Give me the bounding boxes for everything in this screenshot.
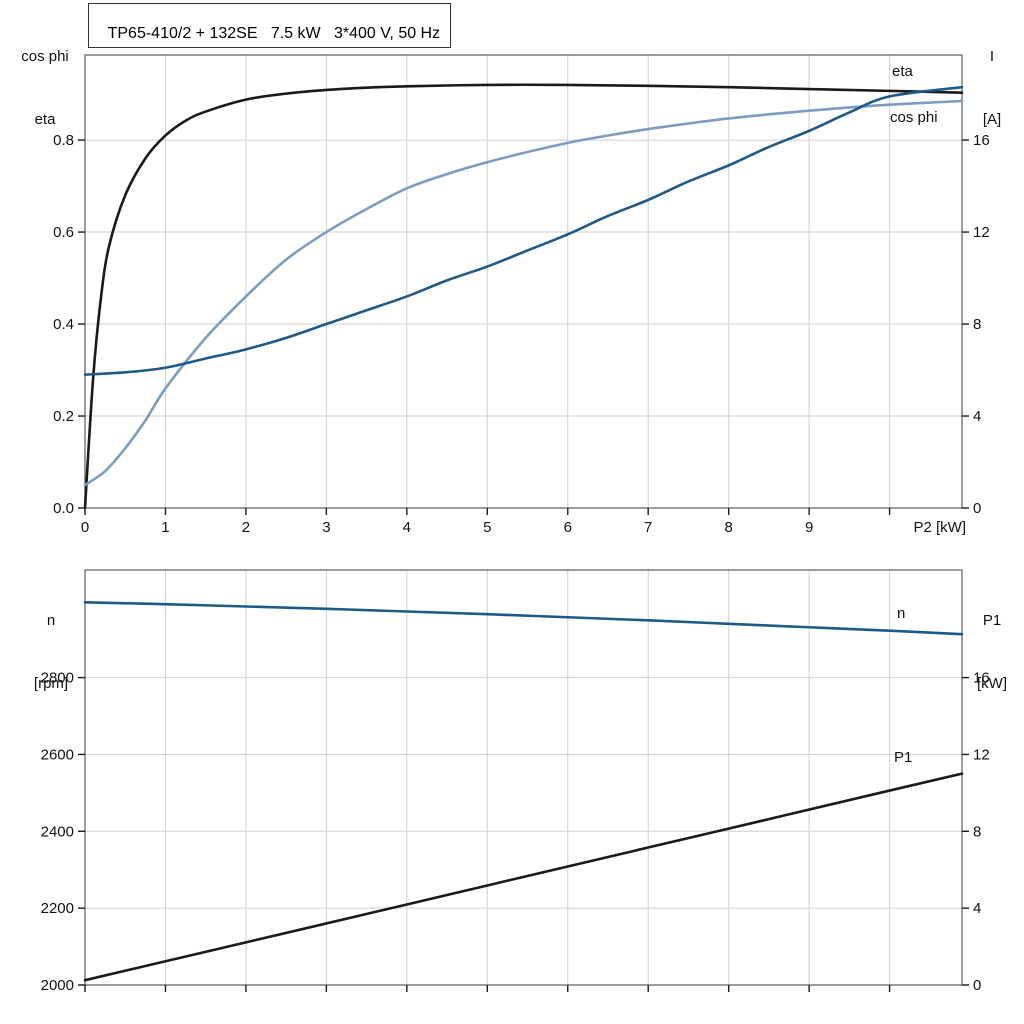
right-tick-label: 8 bbox=[973, 823, 981, 840]
chart-title: TP65-410/2 + 132SE 7.5 kW 3*400 V, 50 Hz bbox=[107, 25, 441, 42]
left-axis-label-speed-unit: [rpm] bbox=[33, 675, 69, 692]
top-right-axis-label: I [A] bbox=[964, 4, 1020, 151]
left-tick-label: 0.0 bbox=[53, 500, 74, 517]
curve-current bbox=[83, 85, 964, 376]
left-tick-label: 0.6 bbox=[53, 224, 74, 241]
right-tick-label: 0 bbox=[973, 500, 981, 517]
x-tick-label: 2 bbox=[242, 519, 250, 536]
right-tick-label: 12 bbox=[973, 746, 990, 763]
plot-frame bbox=[84, 569, 963, 986]
right-axis-label-p1-unit: [kW] bbox=[977, 675, 1007, 692]
n-curve-label: n bbox=[897, 605, 905, 622]
x-tick-label: 0 bbox=[81, 519, 89, 536]
left-axis-label-cos-phi: cos phi bbox=[21, 48, 69, 65]
left-tick-label: 2800 bbox=[41, 670, 74, 687]
bottom-left-axis-label: n [rpm] bbox=[18, 568, 84, 715]
left-tick-label: 2200 bbox=[41, 900, 74, 917]
right-tick-label: 0 bbox=[973, 977, 981, 994]
right-tick-label: 4 bbox=[973, 900, 981, 917]
cos-phi-curve-label: cos phi bbox=[890, 109, 938, 126]
curve-p1-power bbox=[83, 772, 964, 982]
left-axis-label-eta: eta bbox=[34, 111, 56, 128]
x-tick-label: 8 bbox=[724, 519, 732, 536]
curve-eta bbox=[83, 83, 964, 510]
right-axis-label-current: I bbox=[989, 48, 995, 65]
bottom-right-axis-label: P1 [kW] bbox=[964, 568, 1020, 715]
x-tick-label: 1 bbox=[161, 519, 169, 536]
x-tick-label: 4 bbox=[403, 519, 411, 536]
right-tick-label: 12 bbox=[973, 224, 990, 241]
x-axis-label-p2: P2 [kW] bbox=[913, 519, 966, 536]
x-tick-label: 3 bbox=[322, 519, 330, 536]
left-tick-label: 2400 bbox=[41, 823, 74, 840]
x-tick-label: 6 bbox=[564, 519, 572, 536]
p1-curve-label: P1 bbox=[894, 749, 912, 766]
right-axis-label-p1: P1 bbox=[982, 612, 1002, 629]
right-tick-label: 8 bbox=[973, 316, 981, 333]
curve-speed bbox=[83, 600, 964, 636]
curve-cos-phi bbox=[83, 99, 964, 487]
left-tick-label: 0.2 bbox=[53, 408, 74, 425]
eta-curve-label: eta bbox=[892, 63, 914, 80]
left-tick-label: 0.4 bbox=[53, 316, 74, 333]
chart-title-box: TP65-410/2 + 132SE 7.5 kW 3*400 V, 50 Hz bbox=[88, 3, 452, 48]
right-tick-label: 4 bbox=[973, 408, 981, 425]
right-tick-label: 16 bbox=[973, 670, 990, 687]
right-tick-label: 16 bbox=[973, 132, 990, 149]
left-tick-label: 0.8 bbox=[53, 132, 74, 149]
x-tick-label: 9 bbox=[805, 519, 813, 536]
x-tick-label: 5 bbox=[483, 519, 491, 536]
right-axis-label-current-unit: [A] bbox=[982, 111, 1002, 128]
left-tick-label: 2000 bbox=[41, 977, 74, 994]
top-left-axis-label: cos phi eta bbox=[6, 4, 84, 151]
plot-frame bbox=[84, 54, 963, 509]
bottom-chart: 2000 2200 2400 2600 2800 0 4 8 12 16 bbox=[41, 569, 990, 994]
left-tick-label: 2600 bbox=[41, 746, 74, 763]
left-axis-label-speed: n bbox=[46, 612, 56, 629]
x-tick-label: 7 bbox=[644, 519, 652, 536]
